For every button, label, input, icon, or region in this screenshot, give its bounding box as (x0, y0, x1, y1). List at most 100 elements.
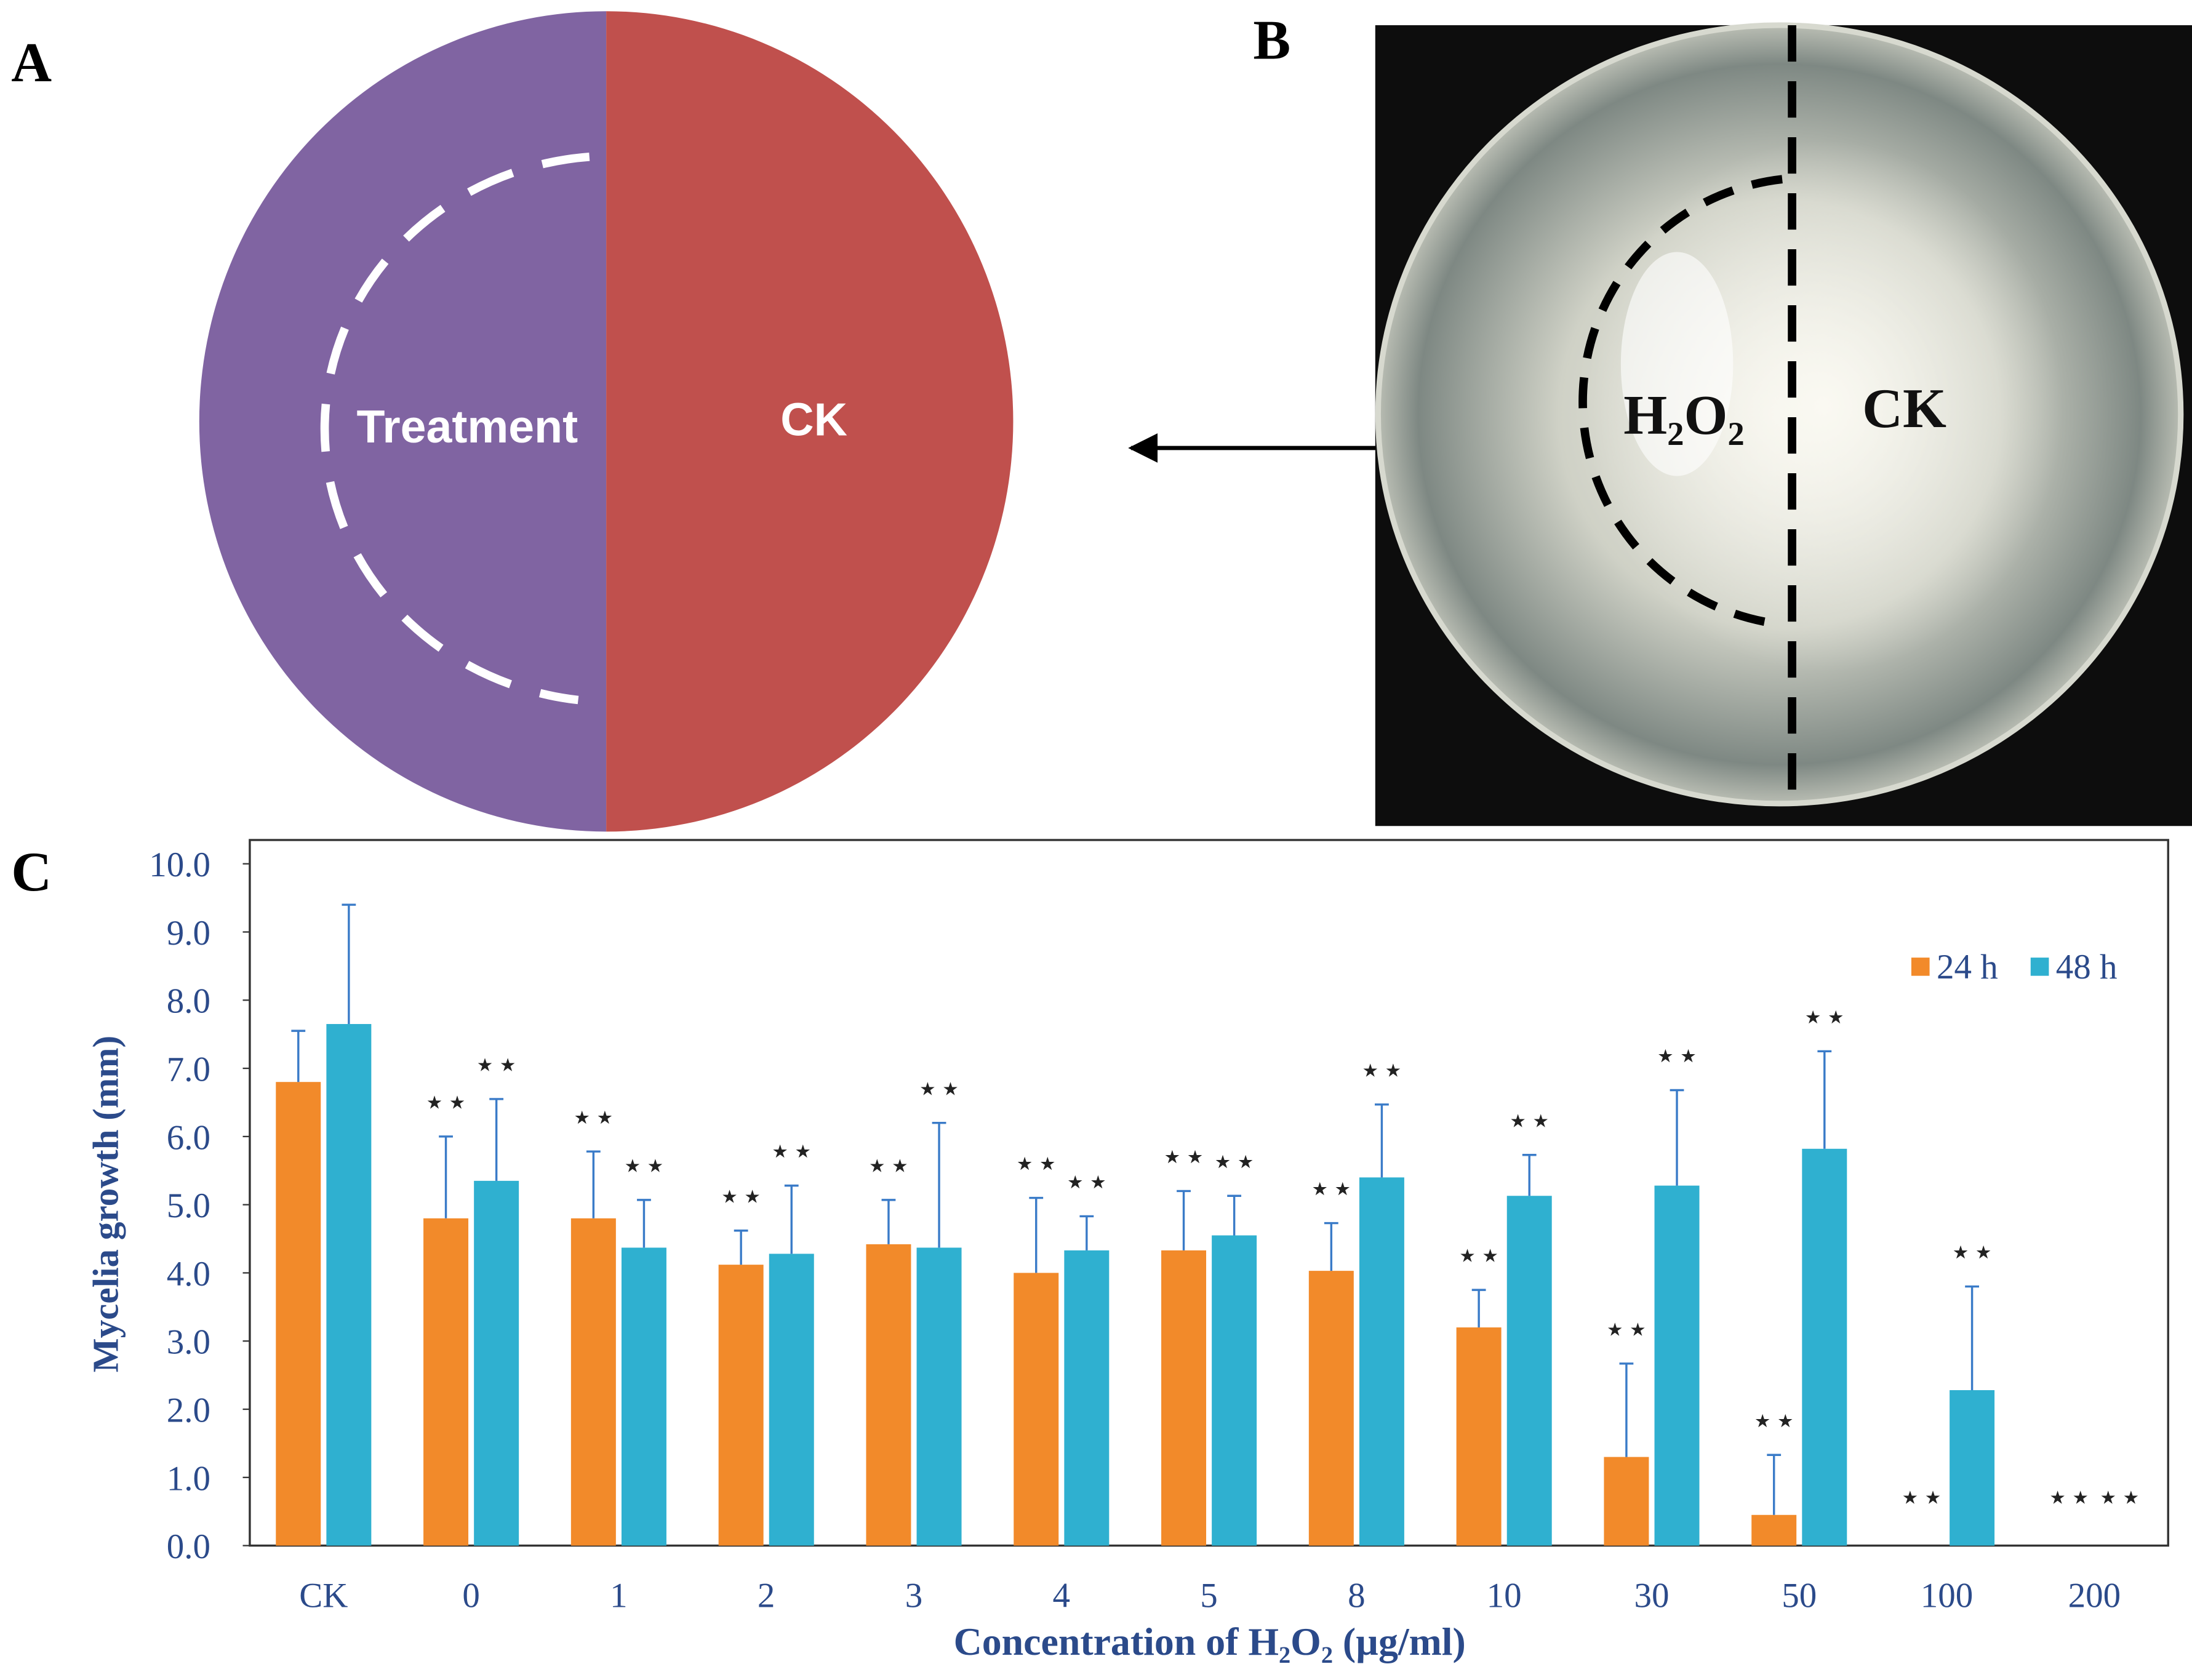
significance-label: ⋆⋆ (621, 1145, 666, 1186)
x-tick-label: CK (299, 1577, 348, 1615)
photo-label: H₂O₂ (1623, 384, 1745, 446)
significance-label: ⋆⋆ (1014, 1143, 1059, 1183)
significance-label: ⋆⋆ (2046, 1477, 2092, 1518)
bar (718, 1265, 764, 1546)
y-tick-label: 2.0 (167, 1391, 210, 1430)
y-axis-title: Mycelia growth (mm) (85, 1036, 126, 1373)
significance-label: ⋆⋆ (1802, 996, 1847, 1037)
bar (1751, 1514, 1797, 1546)
bar (1359, 1177, 1404, 1546)
y-tick-label: 3.0 (167, 1323, 210, 1362)
bar (423, 1218, 469, 1546)
bar (1506, 1196, 1552, 1546)
error-bar (1375, 1103, 1389, 1178)
x-tick-label: 3 (905, 1577, 923, 1615)
significance-label: ⋆⋆ (1456, 1235, 1502, 1276)
panel-label: A (11, 31, 52, 94)
significance-label: ⋆⋆ (1898, 1477, 1944, 1518)
x-tick-label: 0 (462, 1577, 480, 1615)
significance-label: ⋆⋆ (1604, 1308, 1649, 1349)
panel-label: B (1253, 9, 1290, 71)
error-bar (734, 1230, 748, 1265)
error-bar (1670, 1089, 1684, 1186)
chart-frame (249, 839, 2169, 1547)
y-tick-label: 4.0 (167, 1255, 210, 1294)
significance-label: ⋆⋆ (1949, 1231, 1994, 1272)
bar (276, 1082, 321, 1546)
y-tick-label: 0.0 (167, 1527, 210, 1566)
error-bar (1079, 1215, 1094, 1250)
legend-label: 48 h (2056, 948, 2118, 986)
significance-label: ⋆⋆ (1751, 1400, 1797, 1441)
panel-label: C (11, 841, 52, 903)
y-tick-label: 10.0 (149, 846, 210, 884)
significance-label: ⋆⋆ (769, 1130, 814, 1171)
bar (570, 1218, 616, 1546)
error-bar (291, 1030, 306, 1082)
dashed-arc (1578, 175, 1783, 629)
significance-label: ⋆⋆ (2097, 1477, 2142, 1518)
error-bar (1177, 1190, 1191, 1250)
legend-swatch (1911, 958, 1930, 976)
y-tick-label: 8.0 (167, 982, 210, 1021)
diagram-label: Treatment (357, 401, 578, 452)
error-bar (1965, 1285, 1979, 1390)
y-tick-label: 5.0 (167, 1186, 210, 1225)
x-tick-label: 200 (2068, 1577, 2121, 1615)
significance-label: ⋆⋆ (866, 1145, 911, 1186)
significance-label: ⋆⋆ (916, 1068, 962, 1108)
treatment-half (199, 11, 607, 832)
diagram-label: CK (780, 394, 847, 446)
photo-label: CK (1862, 377, 1946, 439)
bar (1456, 1327, 1502, 1546)
x-tick-label: 1 (610, 1577, 628, 1615)
bar (621, 1247, 666, 1546)
x-tick-label: 8 (1348, 1577, 1366, 1615)
bar (1802, 1148, 1847, 1546)
bar (1950, 1390, 1995, 1546)
bar (1212, 1235, 1257, 1546)
significance-label: ⋆⋆ (1212, 1141, 1257, 1182)
bar (916, 1247, 962, 1546)
significance-label: ⋆⋆ (570, 1097, 616, 1137)
significance-label: ⋆⋆ (1064, 1161, 1110, 1202)
y-tick-label: 9.0 (167, 914, 210, 953)
error-bar (932, 1121, 946, 1248)
error-bar (342, 903, 356, 1025)
x-tick-label: 30 (1634, 1577, 1669, 1615)
significance-label: ⋆⋆ (718, 1175, 764, 1216)
significance-label: ⋆⋆ (474, 1044, 519, 1085)
x-tick-label: 2 (758, 1577, 775, 1615)
ck-half (606, 11, 1014, 832)
significance-label: ⋆⋆ (1359, 1049, 1404, 1090)
error-bar (1767, 1454, 1782, 1515)
legend-label: 24 h (1937, 948, 1998, 986)
error-bar (1522, 1154, 1537, 1196)
error-bar (1227, 1194, 1242, 1236)
x-tick-label: 4 (1053, 1577, 1071, 1615)
error-bar (1471, 1289, 1486, 1328)
y-tick-label: 1.0 (167, 1459, 210, 1498)
legend-swatch (2030, 958, 2049, 976)
error-bar (586, 1150, 601, 1218)
y-tick-label: 6.0 (167, 1118, 210, 1157)
colony-spots (1620, 252, 1734, 476)
bar (474, 1180, 519, 1546)
error-bar (881, 1199, 896, 1244)
significance-label: ⋆⋆ (1161, 1136, 1206, 1177)
x-tick-label: 100 (1921, 1577, 1974, 1615)
bar (769, 1254, 814, 1546)
error-bar (784, 1184, 799, 1254)
dashed-arc (320, 152, 590, 705)
error-bar (1324, 1222, 1338, 1271)
significance-label: ⋆⋆ (423, 1082, 468, 1122)
bar (1308, 1271, 1354, 1546)
bar (1654, 1185, 1700, 1546)
bar (1161, 1250, 1207, 1546)
bar (326, 1024, 372, 1546)
x-tick-label: 10 (1487, 1577, 1522, 1615)
significance-label: ⋆⋆ (1654, 1035, 1700, 1076)
error-bar (1817, 1050, 1832, 1149)
